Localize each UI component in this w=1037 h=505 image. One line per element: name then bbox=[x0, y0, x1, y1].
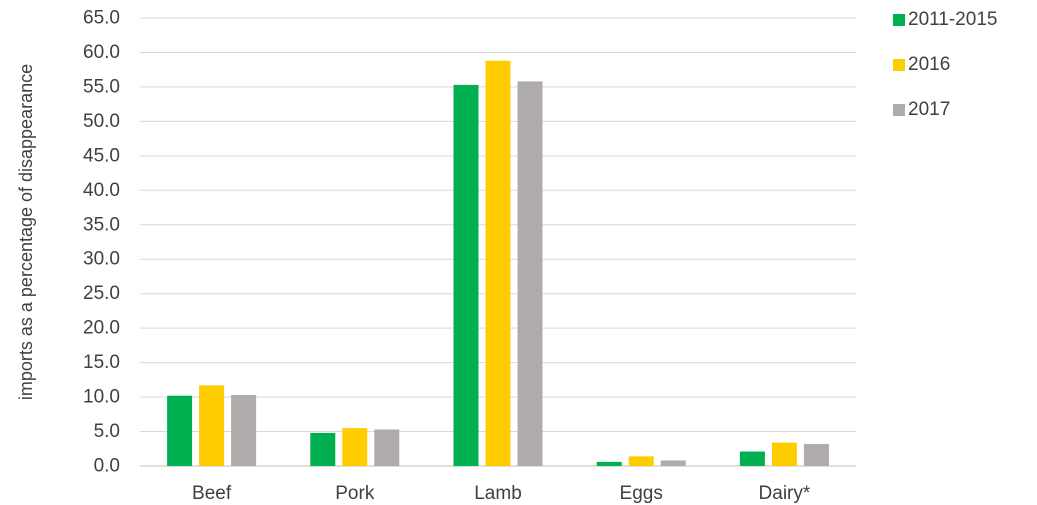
bar-eggs-2011-2015 bbox=[596, 461, 622, 466]
x-tick-label: Dairy* bbox=[759, 483, 811, 504]
y-tick-label: 15.0 bbox=[83, 352, 120, 373]
x-tick-label: Lamb bbox=[474, 483, 522, 504]
x-tick-label: Eggs bbox=[620, 483, 663, 504]
legend-item-2011-2015: 2011-2015 bbox=[893, 8, 997, 31]
bars bbox=[167, 60, 829, 467]
y-tick-label: 0.0 bbox=[94, 456, 120, 477]
y-tick-label: 65.0 bbox=[83, 8, 120, 29]
y-tick-label: 35.0 bbox=[83, 214, 120, 235]
bar-beef-2017 bbox=[231, 395, 257, 466]
y-tick-label: 5.0 bbox=[94, 421, 120, 442]
bar-lamb-2016 bbox=[485, 60, 511, 467]
bar-pork-2017 bbox=[374, 429, 400, 466]
y-tick-label: 50.0 bbox=[83, 111, 120, 132]
legend-label: 2017 bbox=[908, 98, 951, 120]
y-tick-label: 25.0 bbox=[83, 283, 120, 304]
bar-dairy-2016 bbox=[771, 442, 797, 466]
y-axis-label: imports as a percentage of disappearance bbox=[16, 64, 36, 400]
y-tick-label: 10.0 bbox=[83, 387, 120, 408]
bar-eggs-2017 bbox=[660, 460, 686, 466]
bar-pork-2011-2015 bbox=[310, 432, 336, 466]
bar-lamb-2017 bbox=[517, 81, 543, 466]
bar-dairy-2011-2015 bbox=[739, 451, 765, 466]
x-axis-tick-labels: Beef Pork Lamb Eggs Dairy* bbox=[192, 483, 811, 504]
y-tick-label: 55.0 bbox=[83, 76, 120, 97]
x-tick-label: Pork bbox=[335, 483, 375, 504]
y-tick-label: 60.0 bbox=[83, 42, 120, 63]
bar-beef-2016 bbox=[199, 385, 225, 466]
legend-swatch bbox=[893, 13, 905, 26]
bar-lamb-2011-2015 bbox=[453, 84, 479, 467]
legend-item-2016: 2016 bbox=[893, 53, 997, 76]
y-tick-label: 30.0 bbox=[83, 249, 120, 270]
bar-pork-2016 bbox=[342, 428, 368, 466]
y-axis-tick-labels: 0.0 5.0 10.0 15.0 20.0 25.0 30.0 35.0 40.0 45.0 50… bbox=[83, 8, 120, 477]
y-tick-label: 40.0 bbox=[83, 180, 120, 201]
legend-label: 2016 bbox=[908, 53, 951, 75]
y-tick-label: 20.0 bbox=[83, 318, 120, 339]
legend-swatch bbox=[893, 58, 905, 71]
x-tick-label: Beef bbox=[192, 483, 232, 504]
legend-swatch bbox=[893, 103, 905, 116]
legend-label: 2011-2015 bbox=[908, 8, 998, 30]
legend-item-2017: 2017 bbox=[893, 98, 997, 121]
bar-eggs-2016 bbox=[628, 456, 654, 466]
legend: 2011-2015 2016 2017 bbox=[893, 8, 997, 143]
bar-beef-2011-2015 bbox=[167, 395, 193, 466]
bar-dairy-2017 bbox=[803, 443, 829, 466]
y-tick-label: 45.0 bbox=[83, 145, 120, 166]
